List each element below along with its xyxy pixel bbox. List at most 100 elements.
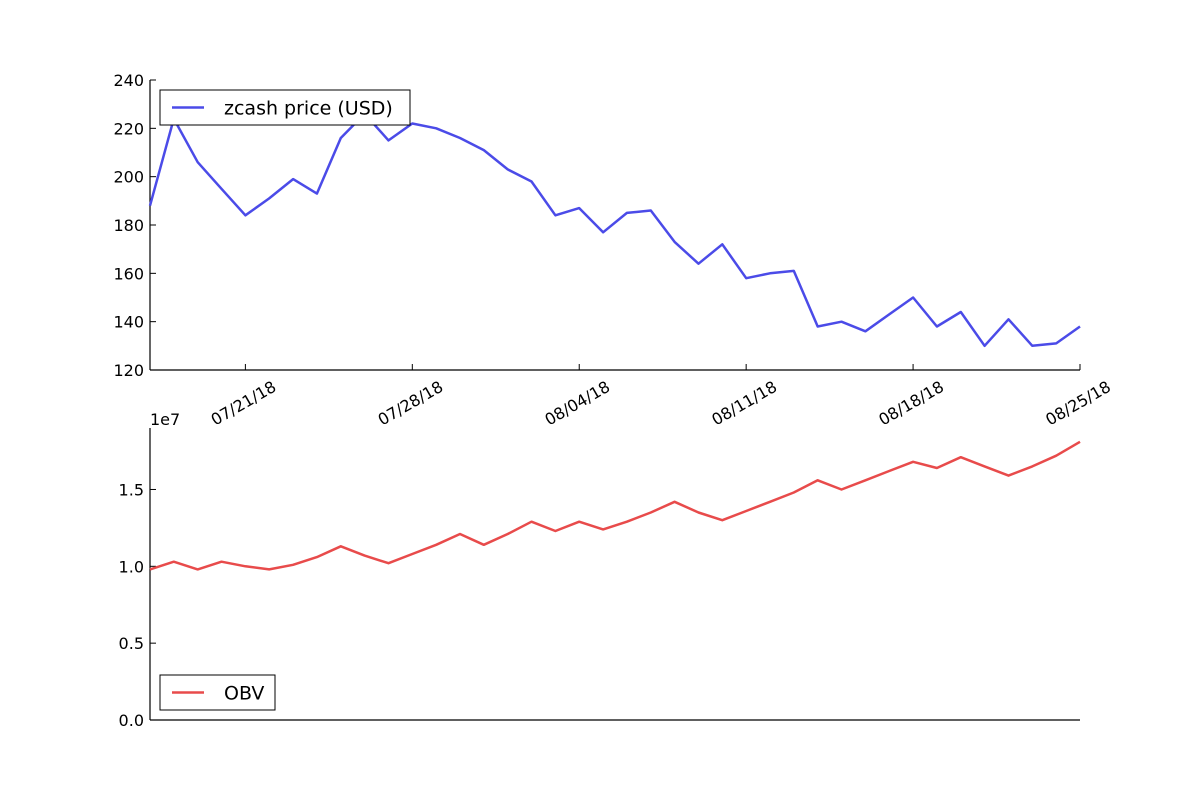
- x-tick-label: 08/18/18: [875, 377, 947, 429]
- data-point: [316, 192, 318, 194]
- data-point: [363, 554, 365, 556]
- x-tick-label: 08/25/18: [1042, 377, 1114, 429]
- data-point: [530, 521, 532, 523]
- data-point: [506, 533, 508, 535]
- legend: zcash price (USD): [159, 89, 411, 126]
- data-point: [387, 562, 389, 564]
- data-point: [244, 565, 246, 567]
- y-tick-label: 120: [113, 361, 144, 380]
- data-point: [864, 330, 866, 332]
- data-point: [1031, 345, 1033, 347]
- x-tick-label: 08/04/18: [541, 377, 613, 429]
- data-point: [1079, 325, 1081, 327]
- data-point: [1079, 441, 1081, 443]
- data-point: [483, 544, 485, 546]
- data-point: [912, 296, 914, 298]
- data-point: [888, 313, 890, 315]
- y-tick-label: 140: [113, 313, 144, 332]
- data-point: [578, 521, 580, 523]
- data-point: [578, 207, 580, 209]
- data-point: [697, 511, 699, 513]
- data-point: [268, 197, 270, 199]
- data-point: [864, 479, 866, 481]
- data-point: [960, 311, 962, 313]
- data-point: [244, 214, 246, 216]
- data-point: [983, 345, 985, 347]
- data-point: [602, 528, 604, 530]
- data-point: [411, 553, 413, 555]
- data-point: [387, 139, 389, 141]
- series-line: [148, 112, 1081, 348]
- data-point: [459, 137, 461, 139]
- data-point: [793, 270, 795, 272]
- data-point: [626, 521, 628, 523]
- y-offset-label: 1e7: [150, 410, 180, 429]
- data-point: [554, 214, 556, 216]
- x-tick-label: 07/21/18: [208, 377, 280, 429]
- data-point: [745, 510, 747, 512]
- data-point: [435, 127, 437, 129]
- y-tick-label: 240: [113, 71, 144, 90]
- data-point: [1007, 474, 1009, 476]
- data-point: [936, 467, 938, 469]
- data-point: [983, 465, 985, 467]
- data-point: [220, 188, 222, 190]
- legend-label: OBV: [224, 683, 264, 705]
- data-point: [268, 568, 270, 570]
- data-point: [912, 461, 914, 463]
- data-point: [316, 556, 318, 558]
- data-point: [697, 262, 699, 264]
- data-point: [650, 209, 652, 211]
- y-tick-label: 0.0: [119, 711, 144, 730]
- y-tick-label: 160: [113, 264, 144, 283]
- data-point: [745, 277, 747, 279]
- data-point: [816, 479, 818, 481]
- price-chart: 120 140 160 180 200 220 240 07/21/18 07/28/18 08/…: [113, 71, 1114, 429]
- obv-chart: 0.0 0.5 1.0 1.5 1e7 OBV: [119, 410, 1081, 730]
- data-point: [721, 243, 723, 245]
- data-point: [459, 533, 461, 535]
- legend: OBV: [159, 674, 276, 711]
- y-tick-label: 220: [113, 119, 144, 138]
- data-point: [173, 561, 175, 563]
- data-point: [1007, 318, 1009, 320]
- data-point: [506, 168, 508, 170]
- data-point: [340, 545, 342, 547]
- data-point: [196, 568, 198, 570]
- data-point: [340, 137, 342, 139]
- data-point: [840, 488, 842, 490]
- data-point: [673, 501, 675, 503]
- data-point: [793, 491, 795, 493]
- data-point: [554, 530, 556, 532]
- data-point: [936, 325, 938, 327]
- data-point: [292, 564, 294, 566]
- data-point: [1055, 454, 1057, 456]
- data-point: [149, 204, 151, 206]
- data-point: [769, 501, 771, 503]
- data-point: [673, 241, 675, 243]
- data-point: [483, 149, 485, 151]
- data-point: [149, 568, 151, 570]
- data-point: [840, 320, 842, 322]
- x-tick-label: 08/11/18: [708, 377, 780, 429]
- y-tick-label: 0.5: [119, 634, 144, 653]
- data-point: [650, 511, 652, 513]
- data-point: [530, 180, 532, 182]
- data-point: [888, 470, 890, 472]
- data-point: [602, 231, 604, 233]
- y-tick-label: 200: [113, 168, 144, 187]
- data-point: [1031, 465, 1033, 467]
- y-tick-label: 1.0: [119, 557, 144, 576]
- data-point: [435, 544, 437, 546]
- data-point: [721, 519, 723, 521]
- data-point: [220, 561, 222, 563]
- y-tick-label: 180: [113, 216, 144, 235]
- x-tick-label: 07/28/18: [375, 377, 447, 429]
- data-point: [960, 456, 962, 458]
- data-point: [816, 325, 818, 327]
- data-point: [411, 122, 413, 124]
- legend-label: zcash price (USD): [224, 98, 393, 120]
- data-point: [292, 178, 294, 180]
- data-point: [626, 212, 628, 214]
